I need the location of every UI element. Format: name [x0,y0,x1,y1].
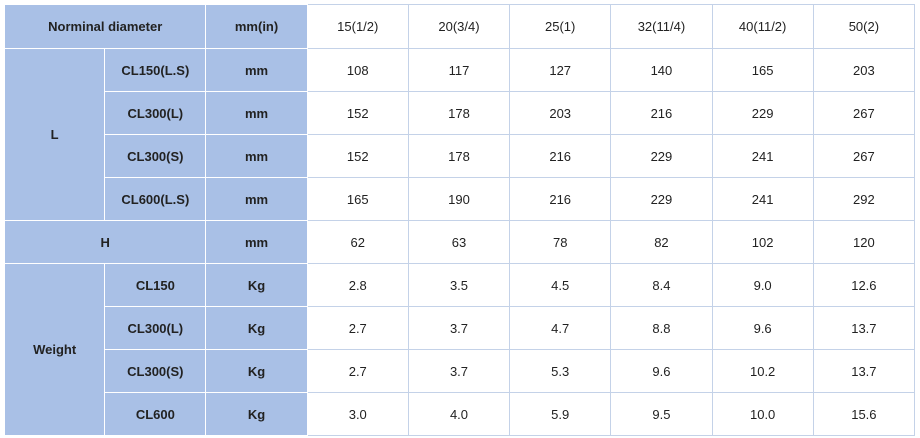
value-cell: 216 [509,177,612,221]
table-row: CL600 Kg 3.0 4.0 5.9 9.5 10.0 15.6 [5,392,916,436]
unit-header: mm(in) [205,4,308,49]
value-cell: 140 [610,48,713,92]
value-cell: 178 [407,91,511,135]
value-cell: 8.8 [610,306,713,350]
class-label: CL150(L.S) [104,48,207,92]
unit-label: Kg [205,306,308,350]
value-cell: 4.5 [509,263,612,307]
value-cell: 108 [306,48,409,92]
value-cell: 267 [812,134,916,178]
value-cell: 10.0 [711,392,814,436]
group-label-l: L [3,48,106,221]
value-cell: 4.7 [509,306,612,350]
size-header: 50(2) [812,4,916,49]
value-cell: 203 [812,48,916,92]
table-row: CL600(L.S) mm 165 190 216 229 241 292 [5,177,916,221]
table-row: CL300(S) mm 152 178 216 229 241 267 [5,134,916,178]
nominal-diameter-header: Norminal diameter [3,4,207,49]
value-cell: 3.0 [306,392,409,436]
size-header: 40(11/2) [711,4,814,49]
value-cell: 2.7 [306,349,409,393]
table-row: CL300(L) Kg 2.7 3.7 4.7 8.8 9.6 13.7 [5,306,916,350]
table-row: Weight CL150 Kg 2.8 3.5 4.5 8.4 9.0 12.6 [3,263,916,436]
spec-table: Norminal diameter mm(in) 15(1/2) 20(3/4)… [3,4,916,436]
value-cell: 102 [711,220,814,264]
value-cell: 9.5 [610,392,713,436]
table-row: L CL150(L.S) mm 108 117 127 140 165 203 [3,48,916,221]
value-cell: 78 [509,220,612,264]
value-cell: 12.6 [812,263,916,307]
size-header: 32(11/4) [610,4,713,49]
class-label: CL300(S) [104,349,207,393]
value-cell: 8.4 [610,263,713,307]
value-cell: 10.2 [711,349,814,393]
class-label: CL300(L) [104,306,207,350]
value-cell: 241 [711,134,814,178]
unit-label: Kg [205,392,308,436]
value-cell: 152 [306,134,409,178]
value-cell: 203 [509,91,612,135]
value-cell: 178 [407,134,511,178]
value-cell: 3.7 [407,306,511,350]
value-cell: 165 [711,48,814,92]
value-cell: 229 [610,134,713,178]
value-cell: 216 [610,91,713,135]
value-cell: 152 [306,91,409,135]
value-cell: 13.7 [812,306,916,350]
unit-label: Kg [205,349,308,393]
value-cell: 292 [812,177,916,221]
unit-label: mm [205,91,308,135]
class-label: CL600(L.S) [104,177,207,221]
group-label-weight: Weight [3,263,106,436]
class-label: CL300(S) [104,134,207,178]
value-cell: 4.0 [407,392,511,436]
value-cell: 229 [711,91,814,135]
value-cell: 117 [407,48,511,92]
value-cell: 229 [610,177,713,221]
unit-label: mm [205,177,308,221]
size-header: 15(1/2) [306,4,409,49]
unit-label: mm [205,48,308,92]
unit-label: mm [205,220,308,264]
group-label-h: H [3,220,207,264]
value-cell: 241 [711,177,814,221]
value-cell: 2.8 [306,263,409,307]
value-cell: 63 [407,220,511,264]
class-label: CL150 [104,263,207,307]
value-cell: 190 [407,177,511,221]
table-row: CL300(S) Kg 2.7 3.7 5.3 9.6 10.2 13.7 [5,349,916,393]
value-cell: 3.5 [407,263,511,307]
table-row: H mm 62 63 78 82 102 120 [3,220,916,264]
value-cell: 15.6 [812,392,916,436]
value-cell: 82 [610,220,713,264]
value-cell: 5.9 [509,392,612,436]
class-label: CL300(L) [104,91,207,135]
value-cell: 13.7 [812,349,916,393]
value-cell: 120 [812,220,916,264]
value-cell: 2.7 [306,306,409,350]
value-cell: 127 [509,48,612,92]
size-header: 20(3/4) [407,4,511,49]
value-cell: 267 [812,91,916,135]
class-label: CL600 [104,392,207,436]
size-header: 25(1) [509,4,612,49]
value-cell: 62 [306,220,409,264]
unit-label: mm [205,134,308,178]
value-cell: 165 [306,177,409,221]
header-row: Norminal diameter mm(in) 15(1/2) 20(3/4)… [3,4,916,49]
value-cell: 9.6 [610,349,713,393]
table-row: CL300(L) mm 152 178 203 216 229 267 [5,91,916,135]
value-cell: 216 [509,134,612,178]
value-cell: 9.0 [711,263,814,307]
value-cell: 3.7 [407,349,511,393]
value-cell: 5.3 [509,349,612,393]
unit-label: Kg [205,263,308,307]
value-cell: 9.6 [711,306,814,350]
